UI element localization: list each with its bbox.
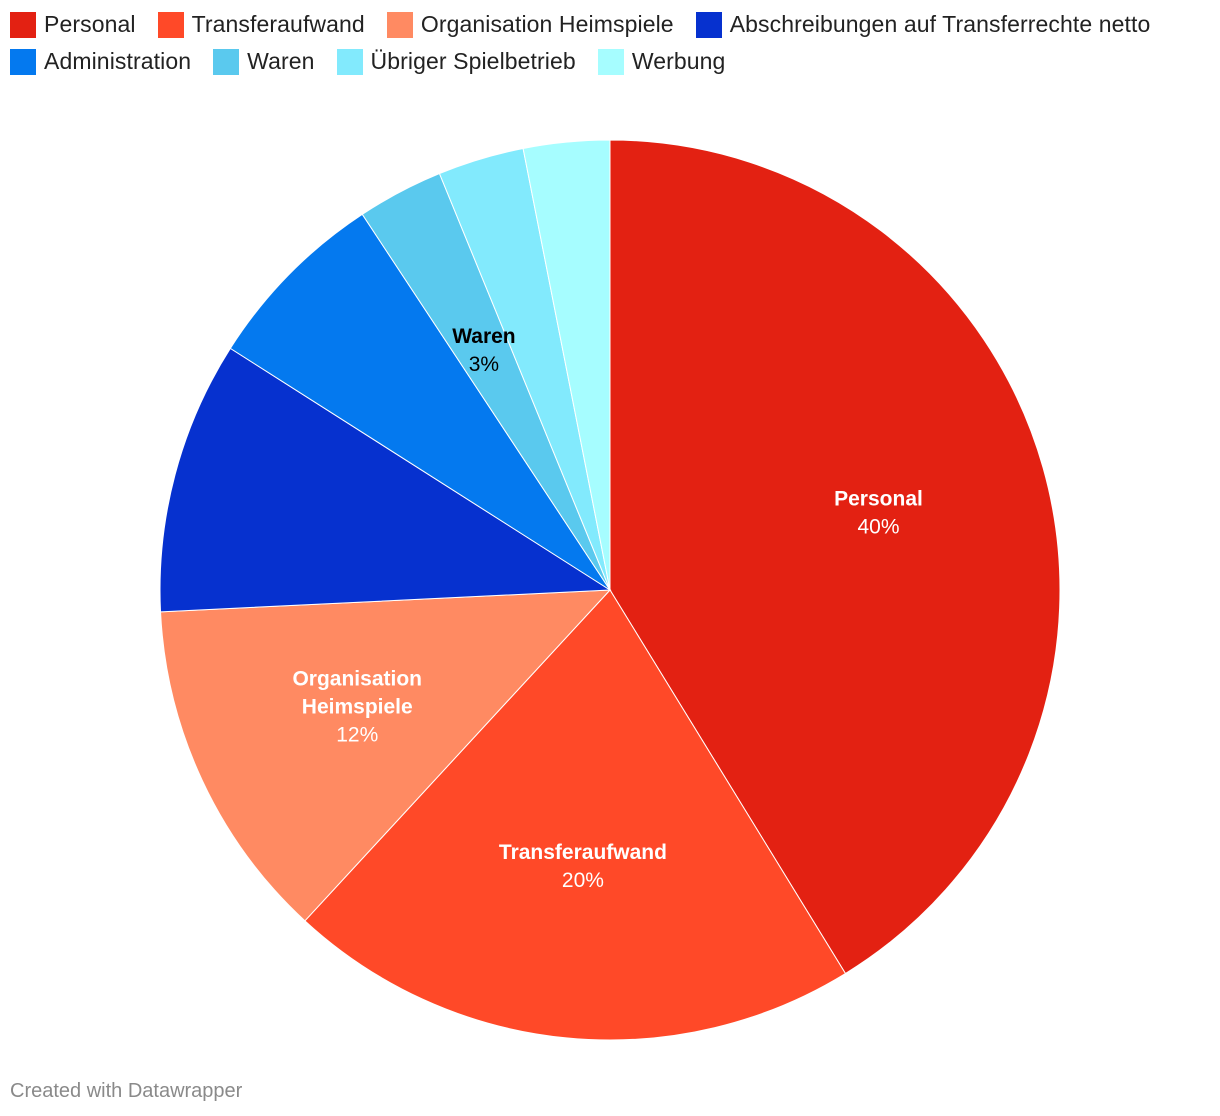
pie-labels: Personal 40% Transferaufwand 20% Organisatio…	[292, 325, 922, 892]
slice-label-value: 40%	[857, 516, 899, 539]
chart-legend: Personal Transferaufwand Organisation He…	[10, 10, 1210, 76]
legend-item-organisation-heimspiele: Organisation Heimspiele	[386, 10, 674, 39]
pie-slice-personal	[609, 139, 1061, 975]
legend-label: Übriger Spielbetrieb	[370, 48, 576, 74]
legend-item-personal: Personal	[10, 10, 136, 39]
pie-slice-werbung	[522, 139, 611, 591]
pie-slice-administration	[229, 213, 611, 591]
legend-swatch	[386, 11, 413, 38]
legend-swatch	[597, 48, 624, 75]
legend-label: Organisation Heimspiele	[420, 11, 674, 37]
slice-label-value: 3%	[469, 353, 499, 376]
legend-label: Waren	[247, 48, 315, 74]
legend-swatch	[213, 48, 240, 75]
slice-label-value: 20%	[562, 869, 604, 892]
slice-label-name: Organisation	[292, 668, 422, 691]
legend-swatch	[10, 48, 36, 75]
legend-item-administration: Administration	[10, 47, 191, 76]
slice-label-personal: Personal 40%	[834, 488, 923, 539]
legend-swatch	[10, 11, 36, 38]
legend-item-werbung: Werbung	[597, 47, 726, 76]
legend-item-abschreibungen: Abschreibungen auf Transferrechte netto	[695, 10, 1151, 39]
pie-slice-transferaufwand	[304, 589, 847, 1041]
footer-credit: Created with Datawrapper	[10, 1080, 243, 1102]
legend-label: Transferaufwand	[191, 11, 365, 37]
slice-label-waren: Waren 3%	[452, 325, 515, 376]
slice-label-name: Heimspiele	[302, 696, 413, 719]
slice-label-transferaufwand: Transferaufwand 20%	[499, 841, 667, 892]
legend-item-waren: Waren	[213, 47, 314, 76]
pie-slice-abschreibungen-auf-transferrechte-netto	[159, 347, 612, 613]
legend-label: Abschreibungen auf Transferrechte netto	[729, 11, 1151, 37]
legend-label: Werbung	[631, 48, 726, 74]
slice-label-organisation-heimspiele: Organisation Heimspiele 12%	[292, 668, 422, 747]
pie-slices	[159, 139, 1061, 1041]
legend-swatch	[336, 48, 363, 75]
slice-label-name: Personal	[834, 488, 923, 511]
slice-label-value: 12%	[336, 724, 378, 747]
legend-swatch	[695, 11, 722, 38]
pie-slice-organisation-heimspiele	[160, 589, 612, 922]
legend-label: Administration	[44, 48, 192, 74]
legend-label: Personal	[44, 11, 136, 37]
legend-item-transferaufwand: Transferaufwand	[157, 10, 365, 39]
slice-label-name: Transferaufwand	[499, 841, 667, 864]
slice-label-name: Waren	[452, 325, 515, 348]
legend-item-uebriger-spielbetrieb: Übriger Spielbetrieb	[336, 47, 576, 76]
legend-swatch	[157, 11, 184, 38]
